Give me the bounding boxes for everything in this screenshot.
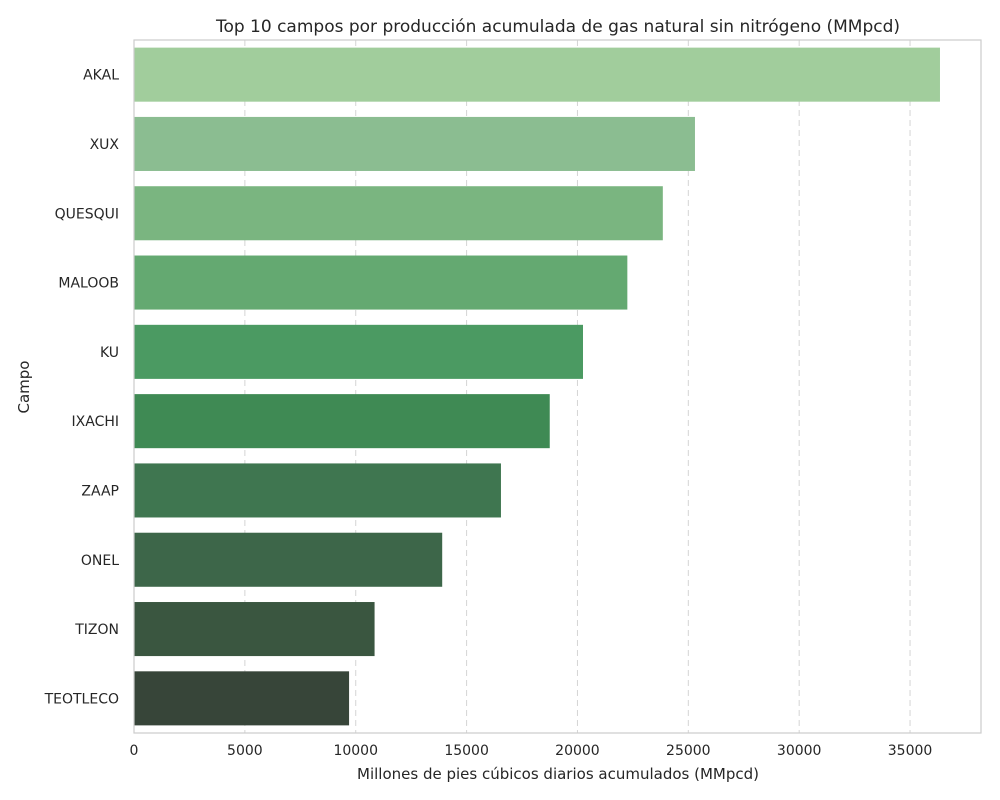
y-tick-label: AKAL bbox=[83, 68, 119, 84]
y-tick-label: KU bbox=[100, 345, 119, 361]
bar-teotleco bbox=[134, 671, 350, 726]
x-tick-label: 30000 bbox=[777, 743, 822, 759]
bar-quesqui bbox=[134, 186, 663, 241]
y-tick-label: MALOOB bbox=[58, 276, 119, 292]
y-tick-labels: AKAL XUX QUESQUI MALOOB KU IXACHI ZAAP ONEL TIZO… bbox=[44, 68, 120, 708]
y-tick-label: TIZON bbox=[74, 622, 119, 638]
y-tick-label: XUX bbox=[90, 137, 120, 153]
x-axis-title: Millones de pies cúbicos diarios acumula… bbox=[357, 765, 759, 783]
x-tick-label: 10000 bbox=[333, 743, 378, 759]
chart-title: Top 10 campos por producción acumulada d… bbox=[215, 17, 900, 37]
x-tick-label: 5000 bbox=[227, 743, 263, 759]
x-tick-label: 20000 bbox=[555, 743, 600, 759]
x-tick-label: 35000 bbox=[888, 743, 933, 759]
y-tick-label: QUESQUI bbox=[55, 206, 119, 222]
x-tick-labels: 0 5000 10000 15000 20000 25000 30000 35000 bbox=[130, 743, 933, 759]
bar-ku bbox=[134, 324, 583, 379]
y-tick-label: ZAAP bbox=[81, 483, 119, 499]
plot-frame bbox=[133, 39, 982, 734]
x-tick-label: 0 bbox=[130, 743, 139, 759]
x-tick-label: 25000 bbox=[666, 743, 711, 759]
bar-zaap bbox=[134, 463, 501, 518]
y-tick-label: IXACHI bbox=[72, 414, 119, 430]
bar-ixachi bbox=[134, 394, 550, 449]
x-tick-label: 15000 bbox=[444, 743, 489, 759]
y-tick-label: TEOTLECO bbox=[44, 691, 119, 707]
bar-maloob bbox=[134, 255, 628, 310]
bar-tizon bbox=[134, 602, 375, 657]
bar-xux bbox=[134, 116, 695, 171]
bars-group bbox=[134, 47, 940, 726]
y-axis-title: Campo bbox=[15, 361, 33, 414]
y-tick-label: ONEL bbox=[81, 553, 119, 569]
bar-akal bbox=[134, 47, 940, 102]
bar-onel bbox=[134, 532, 443, 587]
